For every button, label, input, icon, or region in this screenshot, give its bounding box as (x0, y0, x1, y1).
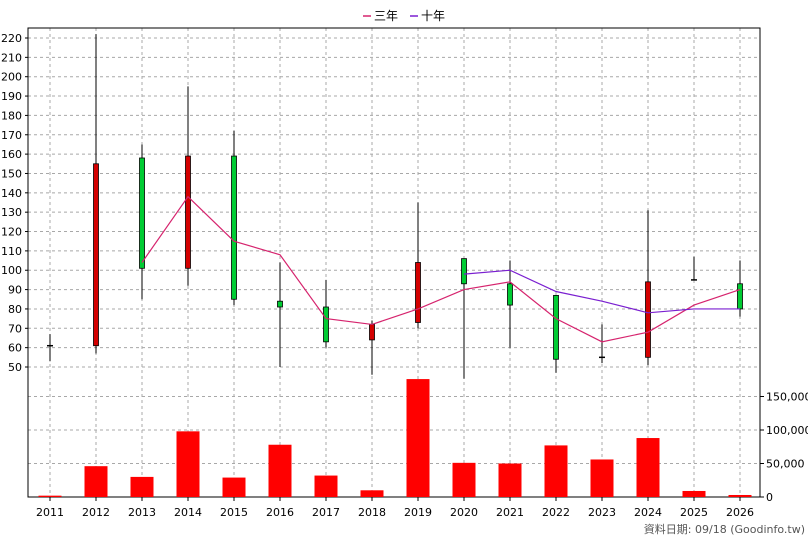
grid (28, 28, 760, 497)
candle-body (277, 300, 283, 308)
volume-tick-label: 50,000 (766, 458, 805, 471)
series-line (141, 195, 741, 343)
price-tick-label: 110 (1, 245, 22, 258)
x-tick-label: 2026 (726, 506, 754, 519)
volume-bar (636, 438, 660, 497)
volume-bar (682, 490, 706, 497)
price-tick-label: 150 (1, 167, 22, 180)
candle-body (645, 281, 651, 358)
x-tick-label: 2025 (680, 506, 708, 519)
footer-source: 資料日期: 09/18 (Goodinfo.tw) (644, 522, 805, 536)
price-tick-label: 200 (1, 71, 22, 84)
legend-label-10y: 十年 (421, 9, 445, 23)
price-tick-label: 190 (1, 90, 22, 103)
x-tick-label: 2018 (358, 506, 386, 519)
candle-body (415, 262, 421, 323)
price-tick-label: 210 (1, 51, 22, 64)
volume-tick-label: 150,000 (766, 391, 808, 404)
volume-bar (728, 494, 752, 497)
volume-bar (452, 462, 476, 497)
price-tick-label: 60 (8, 342, 22, 355)
candle-body (93, 163, 99, 347)
x-tick-label: 2014 (174, 506, 202, 519)
series-line (463, 269, 740, 314)
volume-bar (406, 379, 430, 497)
price-tick-label: 160 (1, 148, 22, 161)
x-tick-label: 2016 (266, 506, 294, 519)
x-tick-label: 2021 (496, 506, 524, 519)
x-tick-label: 2015 (220, 506, 248, 519)
volume-bar (590, 459, 614, 497)
volume-bar (130, 476, 154, 497)
price-tick-label: 70 (8, 322, 22, 335)
candle-body (231, 155, 237, 300)
volume-bar (314, 475, 338, 497)
volume-bar (268, 444, 292, 497)
volume-bar (360, 490, 384, 497)
price-tick-label: 90 (8, 284, 22, 297)
price-tick-label: 80 (8, 303, 22, 316)
x-tick-label: 2024 (634, 506, 662, 519)
x-tick-label: 2023 (588, 506, 616, 519)
candles (47, 34, 743, 379)
candle-body (553, 294, 559, 360)
axes (25, 27, 764, 501)
candle-body (323, 306, 329, 343)
price-tick-label: 100 (1, 264, 22, 277)
volume-bar (498, 463, 522, 497)
price-tick-label: 120 (1, 226, 22, 239)
volume-bar (38, 495, 62, 497)
volume-tick-label: 100,000 (766, 424, 808, 437)
price-tick-label: 140 (1, 187, 22, 200)
volume-bar (222, 477, 246, 497)
price-tick-label: 130 (1, 206, 22, 219)
candle-body (185, 155, 191, 269)
legend: 三年 十年 (363, 9, 445, 23)
x-tick-label: 2011 (36, 506, 64, 519)
x-tick-label: 2020 (450, 506, 478, 519)
volume-bar (84, 466, 108, 497)
plot-frame (27, 27, 761, 498)
candle-body (737, 283, 743, 310)
volume-bar (544, 445, 568, 497)
average-lines (141, 195, 741, 343)
price-tick-label: 220 (1, 32, 22, 45)
volume-tick-label: 0 (766, 491, 773, 504)
price-tick-label: 180 (1, 109, 22, 122)
x-tick-label: 2022 (542, 506, 570, 519)
candle-body (139, 157, 145, 269)
candle-body (369, 324, 375, 341)
x-tick-label: 2019 (404, 506, 432, 519)
volume-bars (38, 379, 752, 497)
x-tick-label: 2013 (128, 506, 156, 519)
volume-bar (176, 431, 200, 497)
candle-body (461, 258, 467, 285)
candle-body (507, 283, 513, 306)
x-tick-label: 2012 (82, 506, 110, 519)
price-tick-label: 50 (8, 361, 22, 374)
x-tick-label: 2017 (312, 506, 340, 519)
price-tick-label: 170 (1, 129, 22, 142)
legend-label-3y: 三年 (374, 9, 398, 23)
tick-labels: 2011 2012 2013 2014 2015 2016 2017 2018 2019 2020… (1, 32, 808, 519)
